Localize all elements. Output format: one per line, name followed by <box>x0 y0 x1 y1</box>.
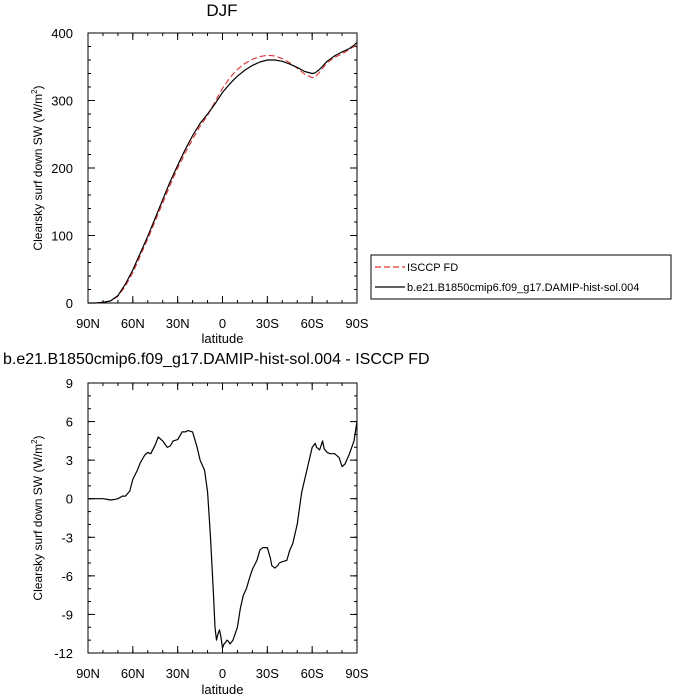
y-tick-label: 0 <box>66 492 73 507</box>
x-tick-label: 0 <box>219 666 226 681</box>
y-tick-label: 0 <box>66 296 73 311</box>
bottom-panel: b.e21.B1850cmip6.f09_g17.DAMIP-hist-sol.… <box>3 351 430 697</box>
x-tick-label: 90S <box>345 666 368 681</box>
x-tick-label: 60N <box>121 316 145 331</box>
x-tick-label: 30S <box>256 666 279 681</box>
y-tick-label: 300 <box>51 94 73 109</box>
y-tick-label: 100 <box>51 229 73 244</box>
x-tick-label: 90S <box>345 316 368 331</box>
top-panel: DJF 0 100 200 300 400 90N 60N 30N 0 30S 60S 90S latit… <box>30 1 672 346</box>
legend-box <box>370 254 672 300</box>
x-tick-label: 0 <box>219 316 226 331</box>
y-tick-label: -9 <box>61 607 73 622</box>
legend-label: ISCCP FD <box>407 262 458 274</box>
y-tick-label: 9 <box>66 376 73 391</box>
x-tick-label: 30S <box>256 316 279 331</box>
chart-title: b.e21.B1850cmip6.f09_g17.DAMIP-hist-sol.… <box>3 351 430 368</box>
y-tick-label: -3 <box>61 530 73 545</box>
y-tick-label: -6 <box>61 569 73 584</box>
x-tick-label: 90N <box>76 666 100 681</box>
x-tick-label: 60S <box>301 666 324 681</box>
y-tick-label: 6 <box>66 415 73 430</box>
x-tick-label: 60S <box>301 316 324 331</box>
legend: ISCCP FD b.e21.B1850cmip6.f09_g17.DAMIP-h… <box>370 254 672 300</box>
y-axis-label-text: Clearsky surf down SW (W/m <box>31 94 45 251</box>
chart-title: DJF <box>206 1 237 20</box>
legend-label: b.e21.B1850cmip6.f09_g17.DAMIP-hist-sol.… <box>407 282 639 294</box>
y-axis-label-superscript: 2 <box>30 439 39 444</box>
x-tick-label: 60N <box>121 666 145 681</box>
x-axis-label: latitude <box>202 682 244 697</box>
y-tick-label: -12 <box>54 646 73 661</box>
x-axis-label: latitude <box>202 331 244 346</box>
x-tick-label: 30N <box>166 316 190 331</box>
x-tick-label: 30N <box>166 666 190 681</box>
y-axis-label: Clearsky surf down SW (W/m2) <box>30 435 45 600</box>
x-tick-label: 90N <box>76 316 100 331</box>
y-axis-label-close: ) <box>31 85 45 89</box>
y-axis-label-close: ) <box>31 435 45 439</box>
y-tick-label: 400 <box>51 26 73 41</box>
plot-frame <box>87 32 358 304</box>
y-tick-label: 200 <box>51 161 73 176</box>
y-axis-label-superscript: 2 <box>30 89 39 94</box>
y-axis-label: Clearsky surf down SW (W/m2) <box>30 85 45 250</box>
series-line-model <box>88 41 358 304</box>
y-tick-label: 3 <box>66 453 73 468</box>
series-line-isccp-fd <box>88 44 358 304</box>
plot-frame <box>87 382 358 654</box>
y-axis-label-text: Clearsky surf down SW (W/m <box>31 444 45 601</box>
difference-line <box>88 421 358 649</box>
